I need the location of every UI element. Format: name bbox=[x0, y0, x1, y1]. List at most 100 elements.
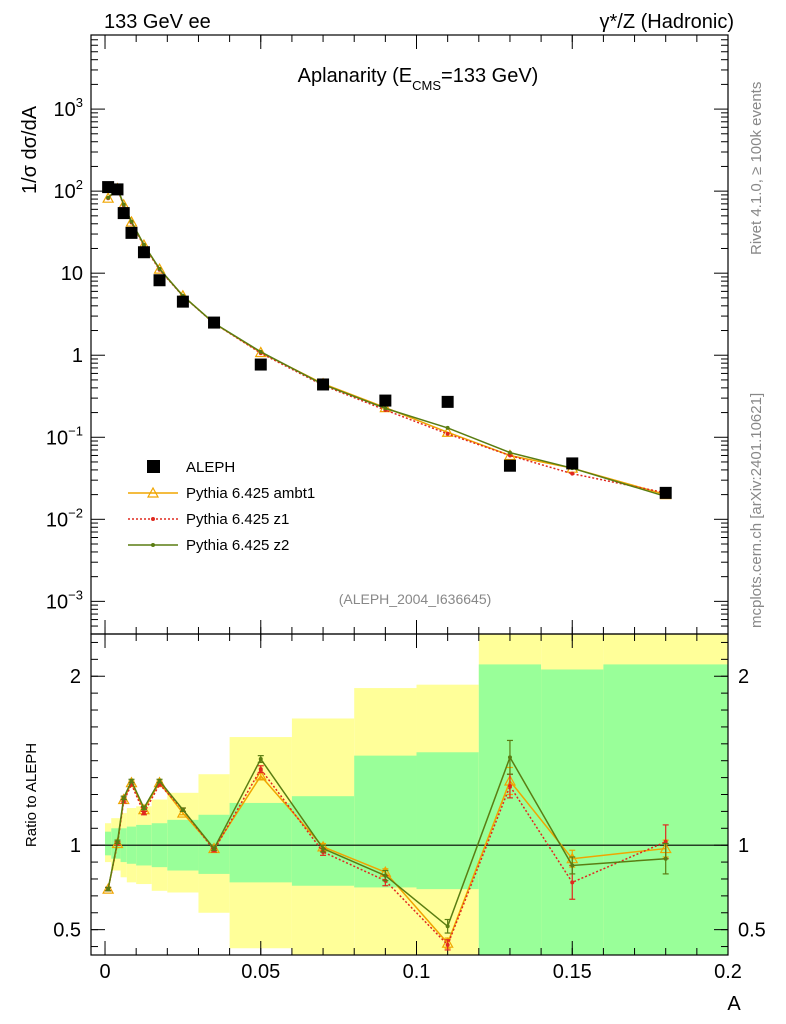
ratio-point-z2 bbox=[157, 778, 162, 783]
ratio-y-tick-label-right: 2 bbox=[738, 666, 749, 688]
ratio-point-z2 bbox=[663, 856, 668, 861]
main-point-z2 bbox=[383, 406, 388, 411]
mcplots-label: mcplots.cern.ch [arXiv:2401.10621] bbox=[748, 393, 765, 628]
legend-label-ambt1: Pythia 6.425 ambt1 bbox=[186, 485, 315, 502]
ratio-point-z2 bbox=[445, 924, 450, 929]
ratio-point-z2 bbox=[141, 806, 146, 811]
ratio-y-tick-label: 1 bbox=[70, 835, 81, 857]
ratio-point-z2 bbox=[570, 863, 575, 868]
header-right: γ*/Z (Hadronic) bbox=[600, 11, 734, 33]
ratio-point-z2 bbox=[212, 846, 217, 851]
ratio-axes: 0.5 0.5 1 1 2 2 0 0.05 0.1 0.15 0.2 bbox=[53, 634, 766, 983]
x-tick-label: 0.2 bbox=[714, 961, 742, 983]
main-point-ambt1 bbox=[441, 426, 454, 437]
ratio-series bbox=[102, 739, 672, 951]
main-point-z2 bbox=[141, 242, 146, 247]
rivet-label: Rivet 4.1.0, ≥ 100k events bbox=[748, 82, 765, 255]
main-point-z1 bbox=[507, 453, 512, 458]
main-point-aleph bbox=[503, 459, 516, 472]
main-point-aleph bbox=[659, 486, 672, 499]
header-left: 133 GeV ee bbox=[104, 11, 211, 33]
ratio-point-z1 bbox=[445, 942, 450, 947]
main-point-ambt1 bbox=[254, 346, 267, 358]
main-point-z2 bbox=[129, 219, 134, 224]
ratio-point-z2 bbox=[106, 887, 111, 892]
x-axis-label: A bbox=[727, 993, 741, 1015]
ratio-frame bbox=[90, 633, 729, 956]
main-point-aleph bbox=[317, 378, 330, 391]
ratio-y-label: Ratio to ALEPH bbox=[23, 743, 40, 847]
ratio-point-z2 bbox=[258, 757, 263, 762]
main-line-z2 bbox=[107, 187, 666, 498]
main-point-z2 bbox=[157, 266, 162, 271]
ratio-y-tick-label-right: 0.5 bbox=[738, 920, 766, 942]
ratio-point-z1 bbox=[507, 784, 512, 789]
main-point-aleph bbox=[379, 394, 392, 407]
main-series bbox=[102, 182, 672, 500]
x-tick-label: 0.15 bbox=[553, 961, 592, 983]
ratio-point-z1 bbox=[663, 839, 668, 844]
x-tick-label: 0 bbox=[99, 961, 110, 983]
main-y-tick-label: 1 bbox=[72, 345, 83, 367]
main-point-ambt1 bbox=[102, 191, 115, 203]
legend-marker-aleph bbox=[147, 460, 160, 473]
main-point-z1 bbox=[445, 431, 450, 436]
main-y-tick-label: 102 bbox=[54, 177, 83, 203]
legend-label-aleph: ALEPH bbox=[186, 459, 235, 476]
legend-marker-z1 bbox=[151, 517, 155, 521]
ratio-point-z1 bbox=[570, 880, 575, 885]
plot-title: Aplanarity (ECMS=133 GeV) bbox=[298, 65, 539, 93]
analysis-id: (ALEPH_2004_I636645) bbox=[339, 591, 492, 607]
ratio-band-inner bbox=[478, 664, 542, 955]
main-y-tick-label: 10−3 bbox=[46, 587, 83, 613]
main-point-aleph bbox=[125, 226, 138, 239]
ratio-band-inner bbox=[541, 669, 604, 955]
main-point-z2 bbox=[507, 450, 512, 455]
main-point-aleph bbox=[102, 181, 115, 194]
main-point-aleph bbox=[208, 316, 221, 329]
ratio-band-inner bbox=[603, 664, 728, 955]
ratio-point-ambt1 bbox=[102, 882, 115, 894]
main-point-z2 bbox=[121, 202, 126, 207]
main-y-label: 1/σ dσ/dA bbox=[19, 105, 41, 194]
ratio-point-z2 bbox=[321, 846, 326, 851]
x-tick-label: 0.05 bbox=[241, 961, 280, 983]
ratio-point-z2 bbox=[129, 778, 134, 783]
main-point-aleph bbox=[117, 207, 130, 220]
main-point-aleph bbox=[111, 183, 124, 196]
main-y-tick-label: 10−2 bbox=[46, 505, 83, 531]
main-point-ambt1 bbox=[153, 262, 166, 274]
main-line-z1 bbox=[107, 187, 666, 494]
main-y-tick-label: 10−1 bbox=[46, 423, 83, 449]
ratio-point-z2 bbox=[383, 873, 388, 878]
ratio-point-z2 bbox=[507, 755, 512, 760]
main-line-ambt1 bbox=[107, 187, 666, 496]
main-point-aleph bbox=[176, 295, 189, 308]
main-point-aleph bbox=[441, 395, 454, 408]
main-point-aleph bbox=[254, 358, 267, 371]
main-point-z2 bbox=[258, 349, 263, 354]
ratio-point-z1 bbox=[141, 811, 146, 816]
legend-label-z2: Pythia 6.425 z2 bbox=[186, 537, 289, 554]
ratio-point-ambt1 bbox=[254, 769, 267, 781]
main-point-aleph bbox=[566, 457, 579, 470]
main-point-aleph bbox=[137, 246, 150, 259]
ratio-y-tick-label: 2 bbox=[70, 666, 81, 688]
ratio-y-tick-label: 0.5 bbox=[53, 920, 81, 942]
ratio-band-inner bbox=[416, 752, 479, 890]
main-y-tick-label: 103 bbox=[54, 95, 83, 121]
legend-label-z1: Pythia 6.425 z1 bbox=[186, 511, 289, 528]
legend-marker-ambt1 bbox=[146, 486, 160, 498]
main-point-z2 bbox=[445, 425, 450, 430]
main-axes: 10−3 10−2 10−1 1 10 102 103 bbox=[46, 34, 729, 635]
main-point-z2 bbox=[106, 195, 111, 200]
main-data-points bbox=[102, 181, 672, 499]
legend-marker-z2 bbox=[151, 543, 155, 547]
main-y-tick-label: 10 bbox=[61, 263, 83, 285]
ratio-band-inner bbox=[354, 755, 417, 888]
x-tick-label: 0.1 bbox=[403, 961, 431, 983]
main-point-ambt1 bbox=[125, 215, 138, 227]
ratio-point-z2 bbox=[115, 839, 120, 844]
ratio-y-tick-label-right: 1 bbox=[738, 835, 749, 857]
